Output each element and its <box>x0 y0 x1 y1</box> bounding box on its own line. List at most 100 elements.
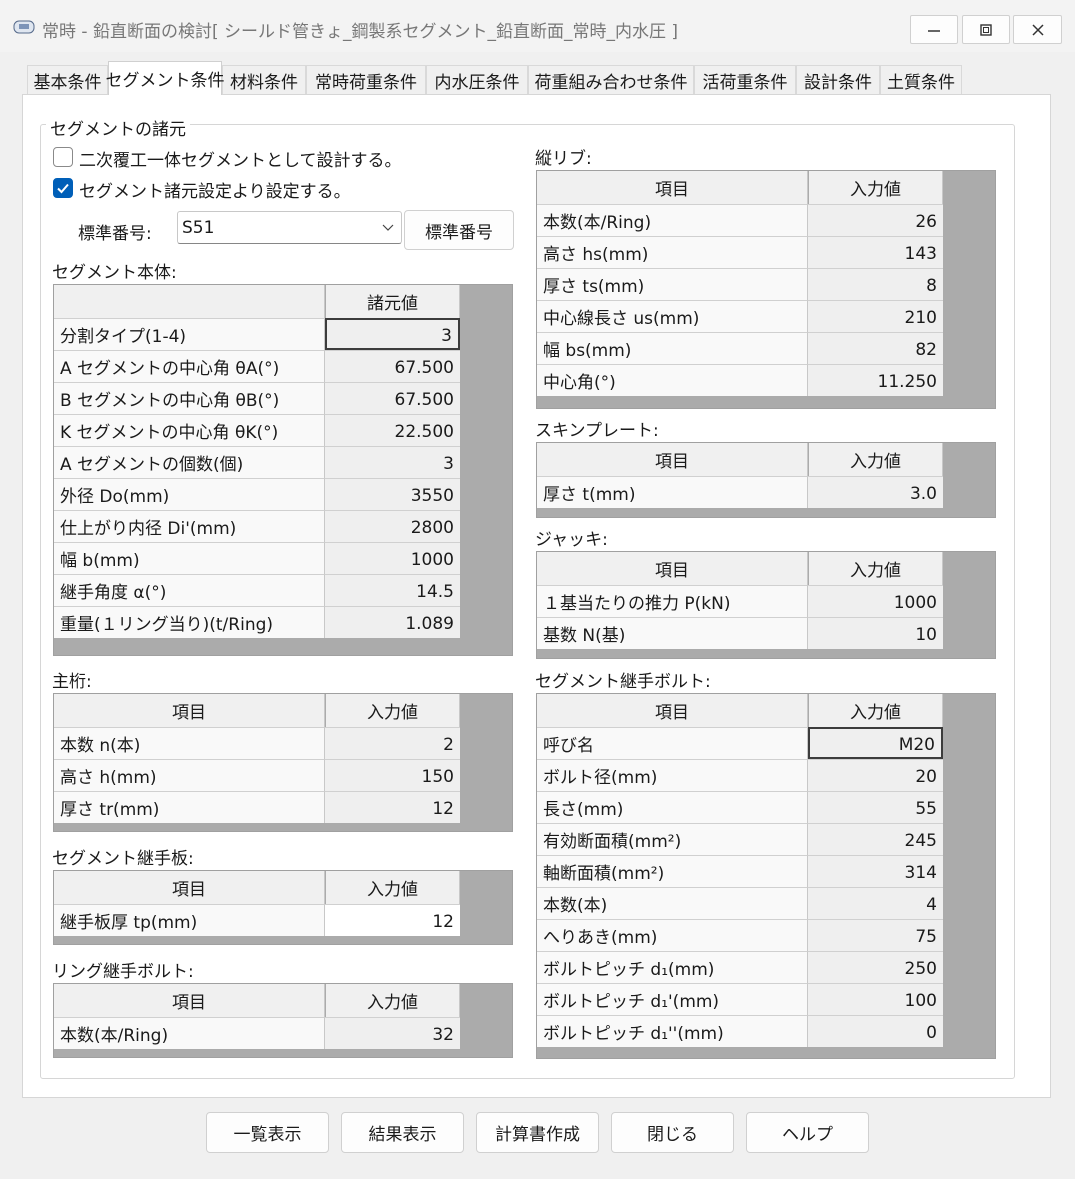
header-cell <box>54 285 325 318</box>
row-label: A セグメントの個数(個) <box>54 446 325 478</box>
table-title: 主桁: <box>52 672 92 692</box>
action-button[interactable]: 計算書作成 <box>476 1112 599 1153</box>
value-cell[interactable]: M20 <box>808 727 943 759</box>
value-cell[interactable]: 14.5 <box>325 574 460 606</box>
minimize-button[interactable] <box>910 15 958 44</box>
value-cell[interactable]: 1000 <box>808 585 943 617</box>
title-bar: 常時 - 鉛直断面の検討[ シールド管きょ_鋼製系セグメント_鉛直断面_常時_内… <box>0 0 1075 52</box>
value-cell[interactable]: 0 <box>808 1015 943 1047</box>
table-title: セグメント継手ボルト: <box>535 672 711 692</box>
row-label: ボルトピッチ d₁(mm) <box>537 951 808 983</box>
header-cell: 入力値 <box>809 552 943 585</box>
tab[interactable]: 内水圧条件 <box>426 65 528 94</box>
tab[interactable]: セグメント条件 <box>106 61 225 95</box>
header-cell: 項目 <box>54 984 325 1017</box>
value-cell[interactable]: 67.500 <box>325 350 460 382</box>
tab[interactable]: 常時荷重条件 <box>306 65 426 94</box>
row-label: 長さ(mm) <box>537 791 808 823</box>
checkbox-label: 二次覆工一体セグメントとして設計する。 <box>79 151 402 171</box>
value-cell[interactable]: 314 <box>808 855 943 887</box>
value-cell[interactable]: 150 <box>325 759 460 791</box>
header-cell: 項目 <box>54 871 325 904</box>
value-cell[interactable]: 12 <box>325 904 460 936</box>
standard-number-combo[interactable]: S51 <box>177 211 402 244</box>
maximize-button[interactable] <box>962 15 1010 44</box>
app-icon <box>13 20 35 34</box>
table-title: スキンプレート: <box>535 421 659 441</box>
value-cell[interactable]: 3550 <box>325 478 460 510</box>
value-cell[interactable]: 3 <box>325 446 460 478</box>
checkbox[interactable] <box>53 147 73 167</box>
value-cell[interactable]: 22.500 <box>325 414 460 446</box>
tab[interactable]: 設計条件 <box>796 65 880 94</box>
row-label: 本数(本) <box>537 887 808 919</box>
tab[interactable]: 活荷重条件 <box>694 65 796 94</box>
header-cell: 入力値 <box>809 171 943 204</box>
tab[interactable]: 荷重組み合わせ条件 <box>528 65 694 94</box>
value-cell[interactable]: 8 <box>808 268 943 300</box>
value-cell[interactable]: 3.0 <box>808 476 943 508</box>
value-cell[interactable]: 143 <box>808 236 943 268</box>
value-cell[interactable]: 1000 <box>325 542 460 574</box>
value-cell[interactable]: 20 <box>808 759 943 791</box>
row-label: K セグメントの中心角 θK(°) <box>54 414 325 446</box>
value-cell[interactable]: 10 <box>808 617 943 649</box>
row-label: 有効断面積(mm²) <box>537 823 808 855</box>
action-button[interactable]: 閉じる <box>611 1112 734 1153</box>
combo-value: S51 <box>182 218 215 238</box>
row-label: ボルト径(mm) <box>537 759 808 791</box>
header-cell: 諸元値 <box>326 285 460 318</box>
row-label: 重量(１リング当り)(t/Ring) <box>54 606 325 638</box>
row-label: 継手板厚 tp(mm) <box>54 904 325 936</box>
value-cell[interactable]: 55 <box>808 791 943 823</box>
row-label: 仕上がり内径 Di'(mm) <box>54 510 325 542</box>
row-label: 軸断面積(mm²) <box>537 855 808 887</box>
value-cell[interactable]: 3 <box>325 318 460 350</box>
row-label: 外径 Do(mm) <box>54 478 325 510</box>
value-cell[interactable]: 67.500 <box>325 382 460 414</box>
value-cell[interactable]: 4 <box>808 887 943 919</box>
value-cell[interactable]: 32 <box>325 1017 460 1049</box>
header-cell: 入力値 <box>809 694 943 727</box>
value-cell[interactable]: 75 <box>808 919 943 951</box>
header-cell: 入力値 <box>809 443 943 476</box>
row-label: 基数 N(基) <box>537 617 808 649</box>
value-cell[interactable]: 26 <box>808 204 943 236</box>
value-cell[interactable]: 82 <box>808 332 943 364</box>
row-label: ボルトピッチ d₁'(mm) <box>537 983 808 1015</box>
checkbox[interactable] <box>53 178 73 198</box>
header-cell: 入力値 <box>326 871 460 904</box>
value-cell[interactable]: 12 <box>325 791 460 823</box>
action-button[interactable]: ヘルプ <box>746 1112 869 1153</box>
value-cell[interactable]: 100 <box>808 983 943 1015</box>
row-label: 中心線長さ us(mm) <box>537 300 808 332</box>
window-title: 常時 - 鉛直断面の検討[ シールド管きょ_鋼製系セグメント_鉛直断面_常時_内… <box>42 22 679 42</box>
standard-number-button[interactable]: 標準番号 <box>404 210 514 250</box>
row-label: 本数(本/Ring) <box>537 204 808 236</box>
value-cell[interactable]: 1.089 <box>325 606 460 638</box>
tab[interactable]: 基本条件 <box>27 65 108 94</box>
row-label: 分割タイプ(1-4) <box>54 318 325 350</box>
action-button[interactable]: 一覧表示 <box>206 1112 329 1153</box>
header-cell: 項目 <box>54 694 325 727</box>
value-cell[interactable]: 210 <box>808 300 943 332</box>
header-cell: 項目 <box>537 443 808 476</box>
table-title: セグメント継手板: <box>52 849 194 869</box>
value-cell[interactable]: 250 <box>808 951 943 983</box>
value-cell[interactable]: 2 <box>325 727 460 759</box>
tab[interactable]: 材料条件 <box>222 65 306 94</box>
value-cell[interactable]: 245 <box>808 823 943 855</box>
action-button[interactable]: 結果表示 <box>341 1112 464 1153</box>
row-label: 継手角度 α(°) <box>54 574 325 606</box>
tab[interactable]: 土質条件 <box>880 65 962 94</box>
row-label: 厚さ ts(mm) <box>537 268 808 300</box>
header-cell: 項目 <box>537 694 808 727</box>
value-cell[interactable]: 11.250 <box>808 364 943 396</box>
value-cell[interactable]: 2800 <box>325 510 460 542</box>
row-label: 本数 n(本) <box>54 727 325 759</box>
row-label: ボルトピッチ d₁''(mm) <box>537 1015 808 1047</box>
standard-number-label: 標準番号: <box>78 224 152 244</box>
table-title: 縦リブ: <box>535 149 592 169</box>
group-box <box>40 124 1015 1079</box>
close-button[interactable] <box>1013 15 1062 44</box>
